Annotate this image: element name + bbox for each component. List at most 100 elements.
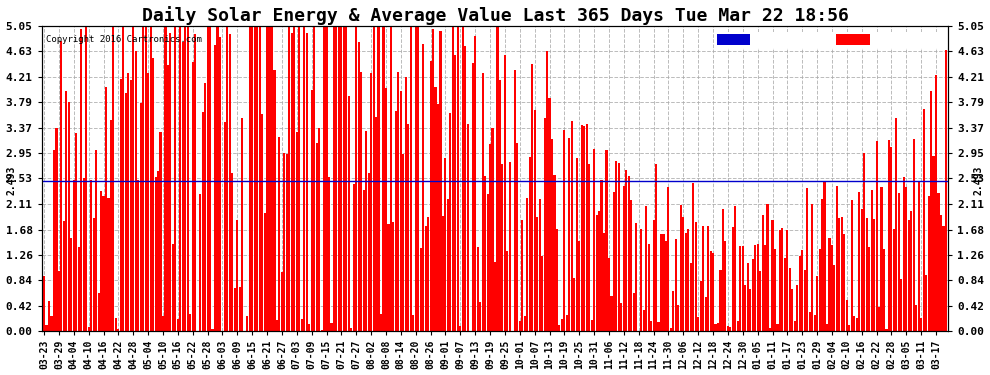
Bar xyxy=(313,26,315,331)
Bar xyxy=(526,198,529,331)
Bar xyxy=(273,70,275,331)
Bar xyxy=(417,26,419,331)
Bar xyxy=(710,251,712,331)
Bar xyxy=(652,220,654,331)
Bar xyxy=(913,139,915,331)
Bar xyxy=(481,73,484,331)
Bar xyxy=(878,307,880,331)
Bar xyxy=(261,114,263,331)
Bar xyxy=(754,245,756,331)
Legend: Average  ($), Daily  ($): Average ($), Daily ($) xyxy=(715,32,942,48)
Bar xyxy=(333,26,335,331)
Bar xyxy=(387,224,389,331)
Bar xyxy=(556,229,558,331)
Bar xyxy=(670,328,672,331)
Bar xyxy=(568,138,570,331)
Bar xyxy=(751,259,753,331)
Bar xyxy=(806,188,808,331)
Bar xyxy=(128,73,130,331)
Bar xyxy=(756,244,758,331)
Bar xyxy=(435,87,437,331)
Bar xyxy=(665,241,667,331)
Bar xyxy=(550,139,553,331)
Bar xyxy=(746,263,748,331)
Bar xyxy=(944,50,947,331)
Bar xyxy=(177,319,179,331)
Bar xyxy=(303,26,305,331)
Bar xyxy=(725,241,727,331)
Bar xyxy=(402,154,404,331)
Bar xyxy=(740,246,742,331)
Bar xyxy=(799,256,801,331)
Bar xyxy=(343,26,345,331)
Bar xyxy=(268,26,270,331)
Bar xyxy=(87,327,90,331)
Bar xyxy=(437,104,440,331)
Bar xyxy=(77,247,80,331)
Bar xyxy=(801,250,803,331)
Bar xyxy=(258,26,260,331)
Bar xyxy=(732,227,734,331)
Bar xyxy=(148,73,149,331)
Bar xyxy=(593,149,595,331)
Bar xyxy=(194,34,196,331)
Bar xyxy=(92,218,95,331)
Bar xyxy=(415,26,417,331)
Bar xyxy=(62,221,65,331)
Bar xyxy=(888,140,890,331)
Bar xyxy=(471,63,474,331)
Bar xyxy=(464,46,466,331)
Bar xyxy=(811,204,813,331)
Text: Copyright 2016 Cartronics.com: Copyright 2016 Cartronics.com xyxy=(47,35,202,44)
Title: Daily Solar Energy & Average Value Last 365 Days Tue Mar 22 18:56: Daily Solar Energy & Average Value Last … xyxy=(142,6,848,24)
Bar xyxy=(308,324,310,331)
Bar xyxy=(883,249,885,331)
Bar xyxy=(445,158,446,331)
Bar xyxy=(608,258,610,331)
Bar xyxy=(461,26,464,331)
Bar xyxy=(586,124,588,331)
Bar xyxy=(571,121,573,331)
Bar xyxy=(72,180,75,331)
Bar xyxy=(247,316,248,331)
Bar xyxy=(420,248,422,331)
Bar xyxy=(541,256,544,331)
Bar xyxy=(655,164,657,331)
Bar xyxy=(804,270,806,331)
Bar xyxy=(266,26,268,331)
Bar xyxy=(189,314,191,331)
Bar xyxy=(641,228,643,331)
Bar xyxy=(845,300,847,331)
Bar xyxy=(357,42,359,331)
Bar xyxy=(578,242,580,331)
Bar xyxy=(816,276,818,331)
Bar xyxy=(412,315,414,331)
Bar xyxy=(407,124,409,331)
Bar xyxy=(650,321,652,331)
Bar xyxy=(915,304,918,331)
Bar xyxy=(164,26,166,331)
Bar xyxy=(224,122,226,331)
Bar xyxy=(253,26,255,331)
Bar xyxy=(326,26,328,331)
Bar xyxy=(95,150,97,331)
Bar xyxy=(491,128,494,331)
Bar xyxy=(301,320,303,331)
Bar xyxy=(182,42,184,331)
Bar xyxy=(263,213,265,331)
Bar xyxy=(405,77,407,331)
Bar xyxy=(544,118,545,331)
Bar xyxy=(229,34,231,331)
Bar xyxy=(722,209,724,331)
Bar xyxy=(296,132,298,331)
Bar xyxy=(545,51,548,331)
Bar xyxy=(192,62,194,331)
Bar xyxy=(819,249,821,331)
Bar xyxy=(566,315,568,331)
Bar xyxy=(779,230,781,331)
Bar xyxy=(105,87,107,331)
Bar xyxy=(162,316,164,331)
Bar xyxy=(355,26,357,331)
Bar xyxy=(786,230,788,331)
Bar xyxy=(219,37,221,331)
